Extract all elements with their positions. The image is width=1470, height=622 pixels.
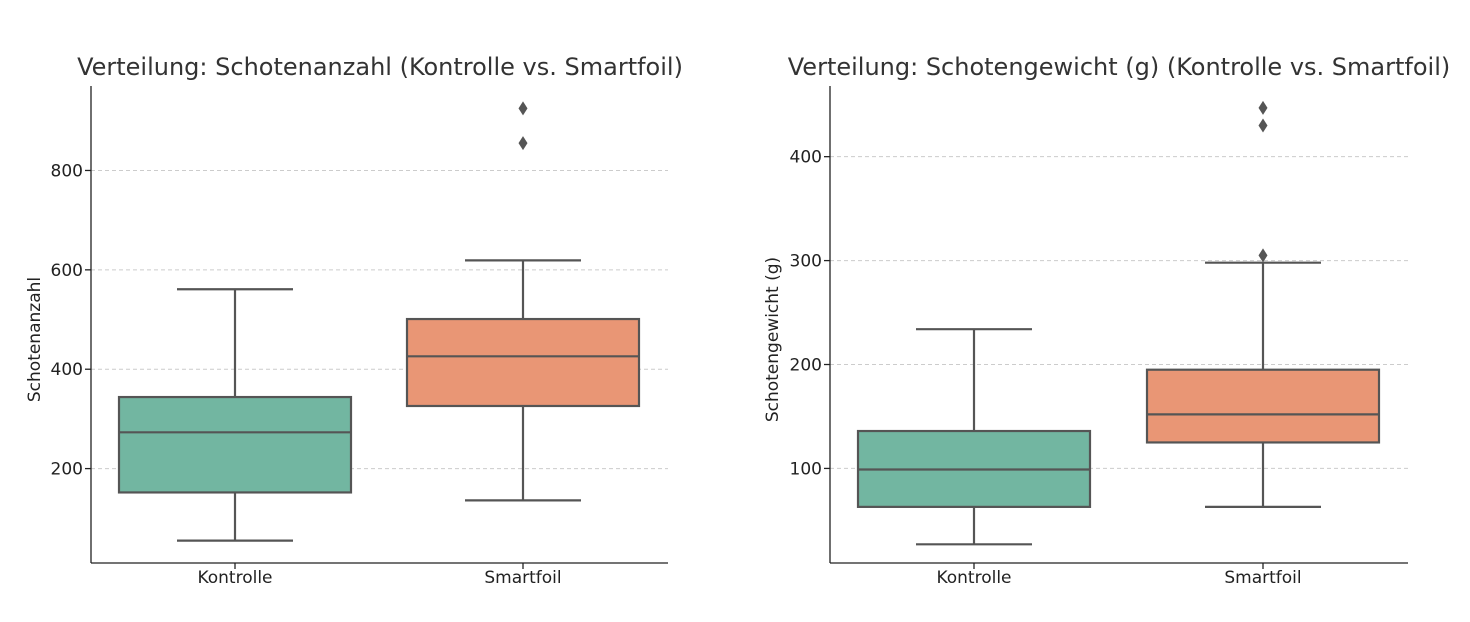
box-smartfoil xyxy=(1145,100,1381,508)
y-tick-label: 600 xyxy=(51,261,83,281)
chart-title: Verteilung: Schotengewicht (g) (Kontroll… xyxy=(788,53,1450,81)
x-tick-label: Smartfoil xyxy=(1224,568,1301,588)
x-tick-label: Kontrolle xyxy=(197,568,272,588)
y-tick-label: 200 xyxy=(790,356,822,376)
y-axis-label: Schotenanzahl xyxy=(25,277,45,402)
iqr-box xyxy=(405,317,641,408)
y-tick-label: 800 xyxy=(51,161,83,181)
x-tick-label: Smartfoil xyxy=(484,568,561,588)
y-tick-label: 400 xyxy=(790,148,822,168)
box-kontrolle xyxy=(856,328,1092,546)
outlier-point xyxy=(518,136,528,151)
chart-title: Verteilung: Schotenanzahl (Kontrolle vs.… xyxy=(77,53,683,81)
outlier-point xyxy=(1258,118,1268,133)
iqr-box xyxy=(1145,368,1381,444)
y-tick-label: 200 xyxy=(51,460,83,480)
y-axis-label: Schotengewicht (g) xyxy=(763,257,783,422)
iqr-box xyxy=(117,395,353,494)
chart-panel-2: 100 200 300 400 Kontrolle Smartfoil Verteilung… xyxy=(763,53,1450,588)
outlier-point xyxy=(1258,248,1268,263)
box-kontrolle xyxy=(117,288,353,542)
box-smartfoil xyxy=(405,101,641,502)
y-tick-label: 100 xyxy=(790,459,822,479)
chart-panel-1: 200 400 600 800 Kontrolle Smartfoil Verteilung… xyxy=(25,53,683,588)
x-tick-label: Kontrolle xyxy=(936,568,1011,588)
outlier-point xyxy=(1258,100,1268,115)
y-tick-label: 300 xyxy=(790,252,822,272)
outlier-point xyxy=(518,101,528,116)
y-tick-label: 400 xyxy=(51,360,83,380)
